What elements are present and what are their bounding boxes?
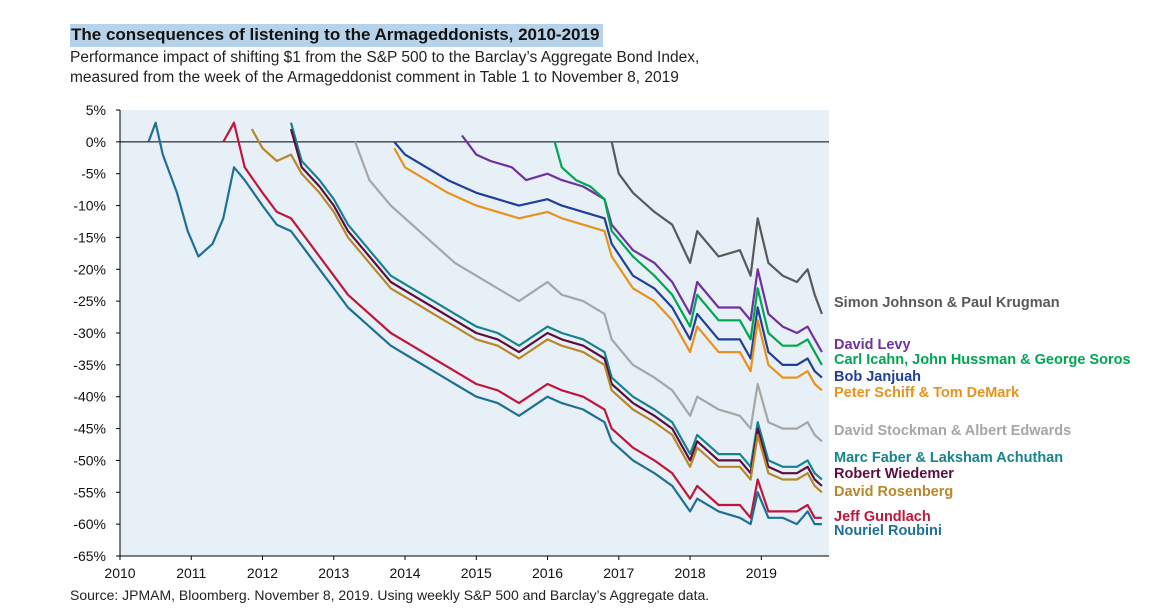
- source-note: Source: JPMAM, Bloomberg. November 8, 20…: [70, 587, 710, 603]
- series-line-4: [393, 147, 823, 392]
- series-group: [147, 121, 823, 526]
- series-line-3: [393, 141, 823, 379]
- series-label-5: David Stockman & Albert Edwards: [834, 423, 1071, 439]
- series-label-7: Robert Wiedemer: [834, 466, 954, 482]
- x-tick-label: 2019: [746, 565, 777, 581]
- series-line-0: [610, 141, 823, 315]
- series-line-10: [147, 121, 822, 526]
- x-tick-label: 2018: [674, 565, 705, 581]
- x-tick-label: 2012: [247, 565, 278, 581]
- series-label-9: Jeff Gundlach: [834, 509, 931, 525]
- series-line-5: [354, 141, 823, 443]
- series-label-8: David Rosenberg: [834, 484, 953, 500]
- y-tick-label: -55%: [73, 484, 106, 500]
- series-label-4: Peter Schiff & Tom DeMark: [834, 385, 1020, 401]
- y-tick-label: -20%: [73, 261, 106, 277]
- y-tick-label: -35%: [73, 357, 106, 373]
- y-tick-label: 0%: [86, 134, 106, 150]
- x-tick-label: 2010: [104, 565, 135, 581]
- y-tick-label: -45%: [73, 421, 106, 437]
- series-line-8: [250, 128, 823, 494]
- x-tick-label: 2017: [603, 565, 634, 581]
- y-tick-label: -65%: [73, 548, 106, 564]
- series-line-6: [289, 122, 823, 481]
- series-label-0: Simon Johnson & Paul Krugman: [834, 295, 1060, 311]
- series-label-1: David Levy: [834, 337, 911, 353]
- x-tick-label: 2011: [176, 565, 206, 581]
- series-label-10: Nouriel Roubini: [834, 523, 942, 539]
- chart-subtitle: Performance impact of shifting $1 from t…: [70, 48, 830, 88]
- y-tick-label: -30%: [73, 325, 106, 341]
- axes: 5% 0% -5% -10% -15% -20% -25% -30% -35% -40% -45% -…: [73, 102, 829, 581]
- series-labels: Simon Johnson & Paul Krugman David LevyCa…: [834, 295, 1131, 539]
- series-line-2: [553, 141, 823, 366]
- x-tick-label: 2015: [461, 565, 492, 581]
- subtitle-line-1: Performance impact of shifting $1 from t…: [70, 49, 700, 66]
- y-tick-label: -10%: [73, 198, 106, 214]
- series-label-3: Bob Janjuah: [834, 369, 921, 385]
- y-tick-label: -15%: [73, 229, 106, 245]
- series-label-6: Marc Faber & Laksham Achuthan: [834, 450, 1063, 466]
- x-tick-label: 2013: [318, 565, 349, 581]
- subtitle-line-2: measured from the week of the Armageddon…: [70, 69, 679, 86]
- x-tick-label: 2014: [389, 565, 420, 581]
- y-tick-label: -5%: [81, 166, 106, 182]
- x-tick-label: 2016: [532, 565, 563, 581]
- series-label-2: Carl Icahn, John Hussman & George Soros: [834, 352, 1131, 368]
- y-tick-label: -50%: [73, 452, 106, 468]
- y-tick-label: -40%: [73, 389, 106, 405]
- chart-title: The consequences of listening to the Arm…: [70, 24, 604, 47]
- y-tick-label: 5%: [86, 102, 106, 118]
- y-tick-label: -60%: [73, 516, 106, 532]
- y-tick-label: -25%: [73, 293, 106, 309]
- series-line-1: [461, 134, 823, 353]
- series-line-9: [222, 121, 822, 519]
- series-line-7: [289, 128, 823, 487]
